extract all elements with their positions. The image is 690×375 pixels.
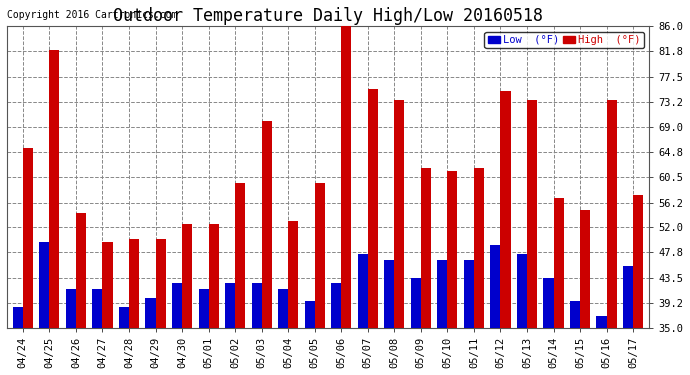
Bar [500,92,511,375]
Bar [13,307,23,375]
Bar [491,245,500,375]
Bar [39,242,50,375]
Legend: Low  (°F), High  (°F): Low (°F), High (°F) [484,32,644,48]
Bar [517,254,527,375]
Bar [288,222,298,375]
Bar [92,290,102,375]
Bar [357,254,368,375]
Bar [633,195,643,375]
Bar [368,88,378,375]
Bar [384,260,394,375]
Bar [278,290,288,375]
Bar [580,210,590,375]
Bar [119,307,129,375]
Bar [447,171,457,375]
Bar [102,242,112,375]
Bar [182,224,192,375]
Bar [225,284,235,375]
Bar [252,284,262,375]
Bar [76,213,86,375]
Bar [342,27,351,375]
Bar [596,316,607,375]
Title: Outdoor Temperature Daily High/Low 20160518: Outdoor Temperature Daily High/Low 20160… [113,7,543,25]
Bar [146,298,155,375]
Bar [50,50,59,375]
Bar [437,260,447,375]
Bar [331,284,342,375]
Bar [421,168,431,375]
Text: Copyright 2016 Cartronics.com: Copyright 2016 Cartronics.com [7,10,177,21]
Bar [623,266,633,375]
Bar [155,239,166,375]
Bar [544,278,553,375]
Bar [464,260,474,375]
Bar [315,183,325,375]
Bar [129,239,139,375]
Bar [305,301,315,375]
Bar [394,100,404,375]
Bar [570,301,580,375]
Bar [607,100,617,375]
Bar [23,148,33,375]
Bar [172,284,182,375]
Bar [474,168,484,375]
Bar [235,183,245,375]
Bar [262,121,272,375]
Bar [66,290,76,375]
Bar [199,290,208,375]
Bar [553,198,564,375]
Bar [527,100,537,375]
Bar [208,224,219,375]
Bar [411,278,421,375]
